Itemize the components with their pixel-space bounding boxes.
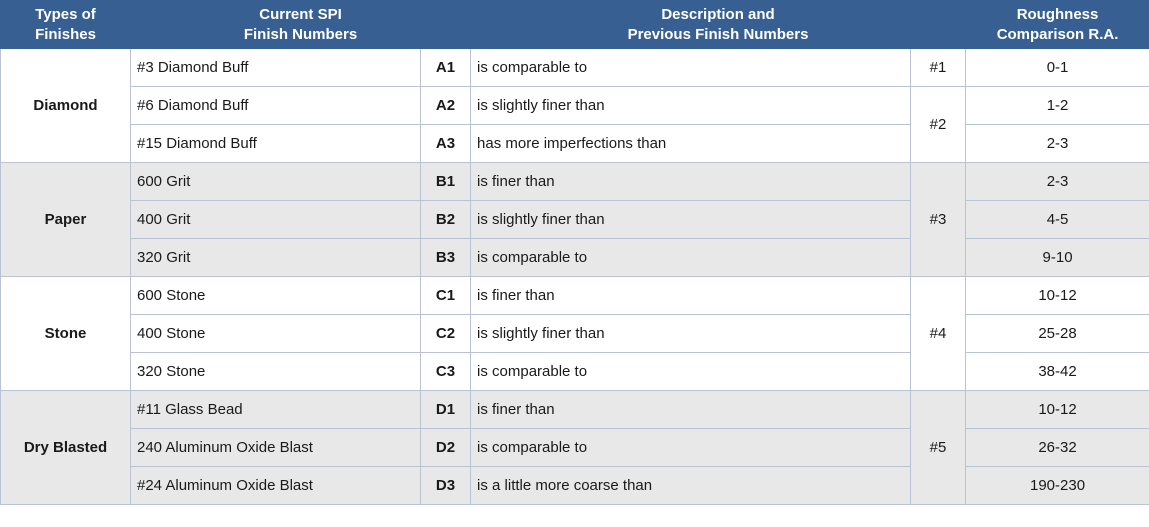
description-cell: is comparable to	[471, 429, 911, 467]
table-row: #15 Diamond BuffA3has more imperfections…	[1, 125, 1149, 163]
previous-finish-cell: #4	[911, 277, 966, 391]
description-cell: is comparable to	[471, 49, 911, 87]
current-spi-cell: 320 Grit	[131, 239, 421, 277]
finish-type-cell: Dry Blasted	[1, 391, 131, 505]
table-body: Diamond#3 Diamond BuffA1is comparable to…	[1, 49, 1149, 505]
previous-finish-cell: #1	[911, 49, 966, 87]
current-spi-cell: #24 Aluminum Oxide Blast	[131, 467, 421, 505]
current-spi-cell: #6 Diamond Buff	[131, 87, 421, 125]
current-spi-cell: 320 Stone	[131, 353, 421, 391]
description-cell: is a little more coarse than	[471, 467, 911, 505]
roughness-cell: 10-12	[966, 391, 1149, 429]
header-spi: Current SPIFinish Numbers	[131, 1, 471, 49]
description-cell: has more imperfections than	[471, 125, 911, 163]
finish-type-cell: Stone	[1, 277, 131, 391]
roughness-cell: 4-5	[966, 201, 1149, 239]
previous-finish-cell: #5	[911, 391, 966, 505]
table-row: 400 GritB2is slightly finer than 4-5	[1, 201, 1149, 239]
table-row: #24 Aluminum Oxide BlastD3is a little mo…	[1, 467, 1149, 505]
roughness-cell: 190-230	[966, 467, 1149, 505]
finish-type-cell: Paper	[1, 163, 131, 277]
spi-code-cell: A1	[421, 49, 471, 87]
current-spi-cell: 400 Stone	[131, 315, 421, 353]
header-types: Types ofFinishes	[1, 1, 131, 49]
roughness-cell: 26-32	[966, 429, 1149, 467]
previous-finish-cell: #2	[911, 87, 966, 163]
current-spi-cell: 600 Grit	[131, 163, 421, 201]
spi-code-cell: C2	[421, 315, 471, 353]
description-cell: is slightly finer than	[471, 201, 911, 239]
current-spi-cell: 400 Grit	[131, 201, 421, 239]
table-header: Types ofFinishes Current SPIFinish Numbe…	[1, 1, 1149, 49]
roughness-cell: 38-42	[966, 353, 1149, 391]
spi-code-cell: A3	[421, 125, 471, 163]
roughness-cell: 2-3	[966, 125, 1149, 163]
table-row: Dry Blasted#11 Glass BeadD1is finer than…	[1, 391, 1149, 429]
table-row: 240 Aluminum Oxide BlastD2is comparable …	[1, 429, 1149, 467]
table-row: Stone600 StoneC1is finer than#410-12	[1, 277, 1149, 315]
description-cell: is finer than	[471, 277, 911, 315]
finish-type-cell: Diamond	[1, 49, 131, 163]
table-row: Paper600 GritB1is finer than#32-3	[1, 163, 1149, 201]
spi-code-cell: A2	[421, 87, 471, 125]
table-row: 320 StoneC3is comparable to 38-42	[1, 353, 1149, 391]
roughness-cell: 25-28	[966, 315, 1149, 353]
previous-finish-cell: #3	[911, 163, 966, 277]
header-rough: RoughnessComparison R.A.	[966, 1, 1149, 49]
description-cell: is finer than	[471, 163, 911, 201]
description-cell: is slightly finer than	[471, 315, 911, 353]
description-cell: is comparable to	[471, 353, 911, 391]
spi-code-cell: B3	[421, 239, 471, 277]
spi-finish-table: Types ofFinishes Current SPIFinish Numbe…	[0, 0, 1149, 505]
spi-code-cell: C1	[421, 277, 471, 315]
table-row: 320 GritB3is comparable to 9-10	[1, 239, 1149, 277]
spi-code-cell: B1	[421, 163, 471, 201]
roughness-cell: 2-3	[966, 163, 1149, 201]
table-row: 400 StoneC2is slightly finer than 25-28	[1, 315, 1149, 353]
description-cell: is comparable to	[471, 239, 911, 277]
spi-code-cell: D3	[421, 467, 471, 505]
table-row: Diamond#3 Diamond BuffA1is comparable to…	[1, 49, 1149, 87]
spi-code-cell: C3	[421, 353, 471, 391]
description-cell: is slightly finer than	[471, 87, 911, 125]
roughness-cell: 9-10	[966, 239, 1149, 277]
current-spi-cell: #11 Glass Bead	[131, 391, 421, 429]
current-spi-cell: #3 Diamond Buff	[131, 49, 421, 87]
roughness-cell: 0-1	[966, 49, 1149, 87]
current-spi-cell: 600 Stone	[131, 277, 421, 315]
spi-code-cell: B2	[421, 201, 471, 239]
header-desc: Description andPrevious Finish Numbers	[471, 1, 966, 49]
roughness-cell: 10-12	[966, 277, 1149, 315]
roughness-cell: 1-2	[966, 87, 1149, 125]
current-spi-cell: #15 Diamond Buff	[131, 125, 421, 163]
description-cell: is finer than	[471, 391, 911, 429]
spi-code-cell: D1	[421, 391, 471, 429]
table-row: #6 Diamond BuffA2is slightly finer than#…	[1, 87, 1149, 125]
current-spi-cell: 240 Aluminum Oxide Blast	[131, 429, 421, 467]
spi-code-cell: D2	[421, 429, 471, 467]
